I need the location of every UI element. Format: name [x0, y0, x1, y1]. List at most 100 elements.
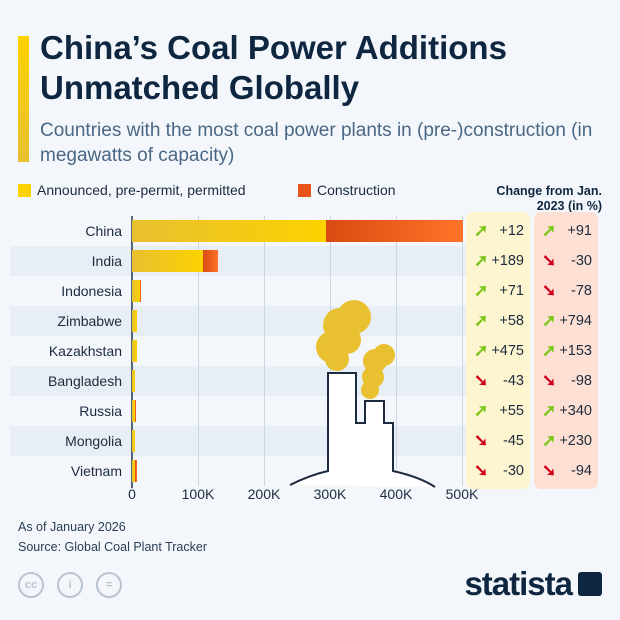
gridline — [264, 216, 265, 486]
arrow-up-right-icon: ➚ — [542, 341, 557, 360]
change-cell: ➚ +189 — [466, 246, 530, 276]
change-value: +55 — [499, 403, 524, 419]
change-column-2 — [534, 212, 598, 489]
gridline — [462, 216, 463, 486]
cc-license-icon[interactable]: cc — [18, 572, 44, 598]
legend-swatch — [298, 183, 311, 197]
power-plant-illustration — [289, 300, 436, 488]
arrow-down-right-icon: ➘ — [474, 431, 489, 450]
source-note: Source: Global Coal Plant Tracker — [18, 540, 207, 554]
x-tick-label: 0 — [128, 486, 136, 502]
change-value: -30 — [503, 463, 524, 479]
change-value: +340 — [559, 403, 592, 419]
change-column-1 — [466, 212, 530, 489]
country-label: Kazakhstan — [48, 343, 122, 359]
arrow-up-right-icon: ➚ — [542, 311, 557, 330]
change-cell: ➘ -43 — [466, 366, 530, 396]
country-label: Zimbabwe — [57, 313, 122, 329]
change-value: +475 — [491, 343, 524, 359]
bar-announced[interactable] — [132, 460, 136, 482]
change-value: +189 — [491, 253, 524, 269]
country-label: Mongolia — [65, 433, 122, 449]
arrow-up-right-icon: ➚ — [542, 221, 557, 240]
change-cell: ➚ +91 — [534, 216, 598, 246]
bar-construction[interactable] — [134, 370, 136, 392]
change-cell: ➚ +12 — [466, 216, 530, 246]
x-tick-label: 500K — [445, 486, 479, 502]
legend-label: Construction — [317, 182, 396, 198]
country-label: Bangladesh — [48, 373, 122, 389]
subtitle: Countries with the most coal power plant… — [40, 120, 593, 166]
change-value: +91 — [567, 223, 592, 239]
attribution-icon[interactable]: i — [57, 572, 83, 598]
country-label: Indonesia — [61, 283, 122, 299]
x-tick-label: 300K — [313, 486, 347, 502]
table-row: Zimbabwe — [10, 306, 466, 336]
arrow-up-right-icon: ➚ — [474, 221, 489, 240]
change-cell: ➚ +55 — [466, 396, 530, 426]
gridline — [198, 216, 199, 486]
table-row: Russia — [10, 396, 466, 426]
change-cell: ➘ -30 — [466, 456, 530, 486]
table-row: Indonesia — [10, 276, 466, 306]
change-value: -98 — [571, 373, 592, 389]
change-cell: ➘ -45 — [466, 426, 530, 456]
bar-construction[interactable] — [326, 220, 463, 242]
table-row: China — [10, 216, 466, 246]
change-cell: ➚ +794 — [534, 306, 598, 336]
change-header: Change from Jan. 2023 (in %) — [496, 184, 602, 213]
bar-announced[interactable] — [132, 250, 203, 272]
bar-announced[interactable] — [132, 370, 135, 392]
change-cell: ➚ +58 — [466, 306, 530, 336]
change-value: -30 — [571, 253, 592, 269]
bar-announced[interactable] — [132, 310, 138, 332]
bar-announced[interactable] — [132, 430, 135, 452]
change-cell: ➘ -94 — [534, 456, 598, 486]
table-row: Vietnam — [10, 456, 466, 486]
country-label: China — [85, 223, 122, 239]
country-label: Russia — [79, 403, 122, 419]
bar-construction[interactable] — [135, 460, 138, 482]
change-cell: ➚ +71 — [466, 276, 530, 306]
x-tick-label: 100K — [181, 486, 215, 502]
bar-announced[interactable] — [132, 280, 140, 302]
change-value: -78 — [571, 283, 592, 299]
arrow-up-right-icon: ➚ — [542, 401, 557, 420]
arrow-down-right-icon: ➘ — [542, 281, 557, 300]
bar-announced[interactable] — [132, 340, 137, 362]
change-value: +153 — [559, 343, 592, 359]
change-cell: ➘ -78 — [534, 276, 598, 306]
bar-announced[interactable] — [132, 400, 136, 422]
bar-construction[interactable] — [139, 280, 142, 302]
x-tick-label: 200K — [247, 486, 281, 502]
change-cell: ➚ +340 — [534, 396, 598, 426]
arrow-up-right-icon: ➚ — [474, 281, 489, 300]
table-row: Kazakhstan — [10, 336, 466, 366]
change-cell: ➘ -98 — [534, 366, 598, 396]
change-value: +794 — [559, 313, 592, 329]
change-cell: ➚ +475 — [466, 336, 530, 366]
statista-logo[interactable]: statista — [464, 565, 573, 602]
arrow-up-right-icon: ➚ — [474, 311, 489, 330]
change-cell: ➚ +153 — [534, 336, 598, 366]
bar-construction[interactable] — [202, 250, 219, 272]
legend-announced: Announced, pre-permit, permitted — [18, 182, 246, 198]
change-cell: ➚ +230 — [534, 426, 598, 456]
bar-announced[interactable] — [132, 220, 327, 242]
table-row: India — [10, 246, 466, 276]
legend-swatch — [18, 183, 31, 197]
arrow-down-right-icon: ➘ — [474, 461, 489, 480]
arrow-down-right-icon: ➘ — [542, 461, 557, 480]
change-value: -94 — [571, 463, 592, 479]
bar-construction[interactable] — [135, 400, 136, 422]
arrow-down-right-icon: ➘ — [542, 371, 557, 390]
legend-label: Announced, pre-permit, permitted — [37, 182, 246, 198]
gridline — [396, 216, 397, 486]
arrow-up-right-icon: ➚ — [474, 401, 489, 420]
table-row: Bangladesh — [10, 366, 466, 396]
no-derivatives-icon[interactable]: = — [96, 572, 122, 598]
statista-logo-icon — [578, 572, 602, 596]
change-value: +71 — [499, 283, 524, 299]
as-of-note: As of January 2026 — [18, 520, 126, 534]
title-accent-bar — [18, 36, 29, 162]
